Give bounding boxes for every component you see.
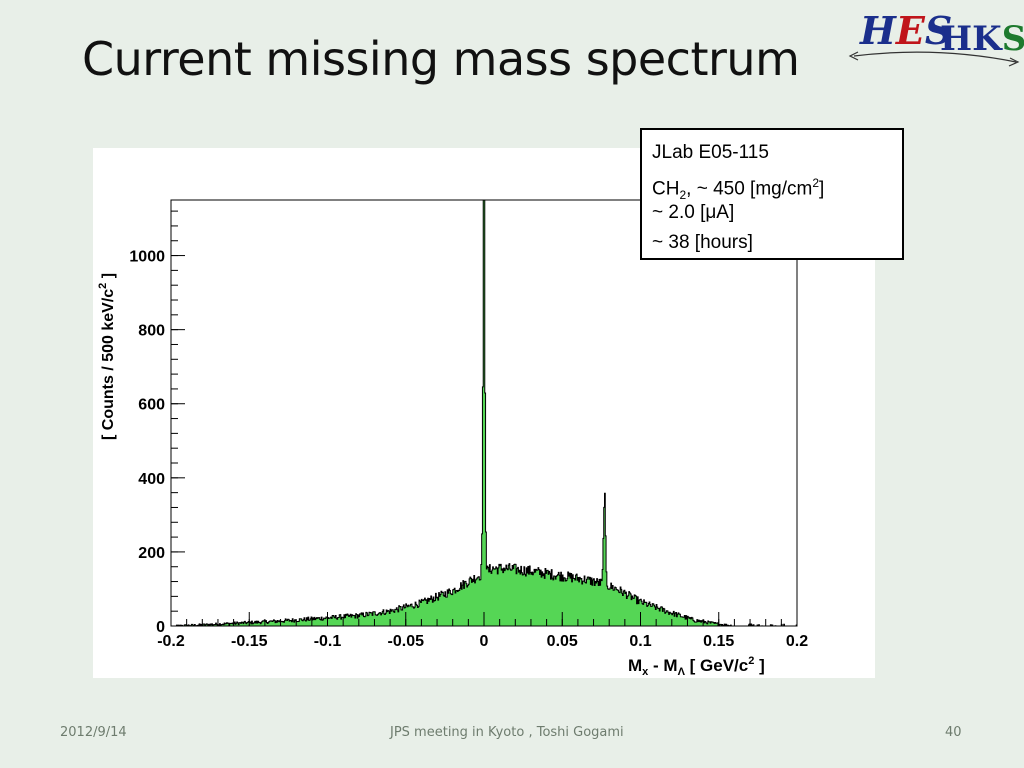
info-target-thickness: , ~ 450 [mg/cm [686,178,813,200]
logo-arrow-left-head [848,51,859,61]
ylabel-part-main: [ Counts / 500 keV/c [100,289,117,440]
info-target-end: ] [819,178,825,200]
info-target-sub: 2 [679,188,687,203]
x-axis-label: Mx - MΛ [ GeV/c2 ] [628,655,765,678]
xlabel-part-unit: [ GeV/c [685,656,748,675]
hes-hks-logo: HES HKS [848,8,1024,67]
xlabel-part-minus: - M [648,656,677,675]
histogram-chart: -0.2 -0.15 -0.1 -0.05 0 0.05 0.1 0.15 0.2 0 200 40… [97,199,808,678]
y-tick-label: 200 [138,545,165,562]
x-tick-label: -0.15 [231,633,268,650]
logo-hks-text: HKS [940,19,1024,59]
logo-hes-text: HES [859,8,952,53]
xlabel-part-m: M [628,656,642,675]
info-beam-time: ~ 38 [hours] [652,232,753,253]
y-tick-label: 600 [138,397,165,414]
footer-center: JPS meeting in Kyoto , Toshi Gogami [390,725,624,740]
ylabel-sup-2: 2 [97,283,109,289]
xlabel-sup-2: 2 [748,655,754,667]
histogram-layer [171,199,798,627]
y-axis-ticks: 0 200 400 600 800 1000 [129,210,185,636]
ylabel-part-close: ] [100,273,117,283]
logo-arrow-line [853,51,1017,63]
x-tick-label: -0.2 [157,633,185,650]
info-target-ch: CH [652,178,680,200]
y-tick-label: 800 [138,323,165,340]
info-target-sup: 2 [812,176,820,190]
x-tick-label: -0.1 [314,633,342,650]
run-info-box: JLab E05-115 CH2, ~ 450 [mg/cm2] ~ 2.0 [… [640,128,904,260]
xlabel-sub-lambda: Λ [678,666,686,678]
y-tick-label: 1000 [129,249,165,266]
x-axis-ticks: -0.2 -0.15 -0.1 -0.05 0 0.05 0.1 0.15 0.2 [157,612,808,650]
footer-date: 2012/9/14 [60,725,127,740]
x-tick-label: 0.1 [629,633,651,650]
x-tick-label: 0.15 [703,633,734,650]
logo-arrow-right-head [1008,57,1020,67]
x-tick-label: 0.05 [547,633,578,650]
footer-page-number: 40 [945,725,962,740]
xlabel-sub-x: x [642,666,649,678]
histogram-bars [171,199,798,627]
x-tick-label: -0.05 [388,633,425,650]
xlabel-part-close: ] [754,656,764,675]
y-tick-label: 0 [156,619,165,636]
info-beam-current: ~ 2.0 [μA] [652,202,735,223]
info-experiment: JLab E05-115 [652,142,769,163]
slide-title: Current missing mass spectrum [82,32,800,86]
info-target: CH2, ~ 450 [mg/cm2] [652,168,892,202]
x-tick-label: 0 [480,633,489,650]
y-axis-label: [ Counts / 500 keV/c2 ] [97,273,117,440]
y-tick-label: 400 [138,471,165,488]
x-tick-label: 0.2 [786,633,808,650]
